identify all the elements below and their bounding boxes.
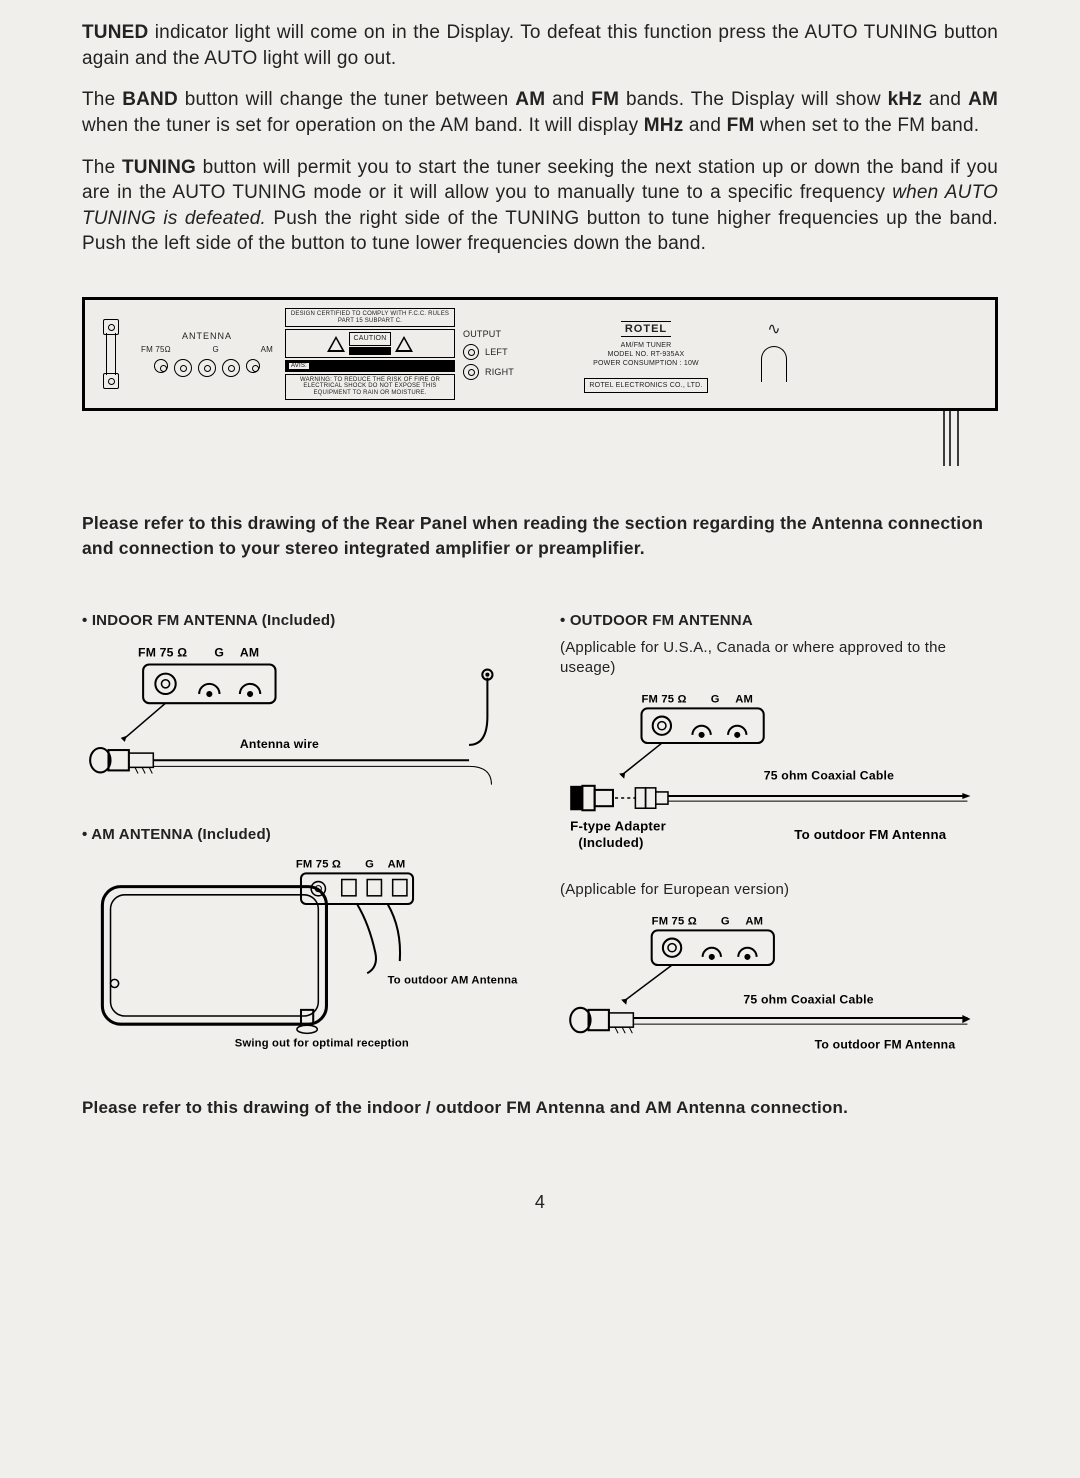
ant-am-label: AM [261, 345, 273, 356]
rotel-line-3: POWER CONSUMPTION : 10W [561, 359, 731, 368]
para1-tuned: TUNED [82, 22, 148, 43]
warning-triangle-icon [327, 336, 345, 352]
p2c: button will change the tuner between [178, 89, 515, 110]
p2n: FM [727, 115, 755, 136]
svg-text:AM: AM [240, 645, 259, 659]
outdoor-fm-usa-diagram: FM 75 Ω G AM 75 ohm Coaxial [560, 686, 998, 859]
cert-text: DESIGN CERTIFIED TO COMPLY WITH F.C.C. R… [285, 308, 455, 327]
rotel-logo: ROTEL [621, 321, 671, 338]
avis-label: AVIS: [289, 363, 309, 369]
output-label: OUTPUT [463, 328, 553, 340]
p2i: and [922, 89, 968, 110]
am-antenna-diagram: FM 75 Ω G AM To outdoor AM Antenna Swing… [82, 851, 520, 1055]
ant-term-icon [246, 359, 260, 373]
indoor-fm-heading: • INDOOR FM ANTENNA (Included) [82, 611, 520, 631]
right-label: RIGHT [485, 366, 514, 378]
svg-text:To outdoor FM Antenna: To outdoor FM Antenna [794, 827, 946, 842]
rotel-company: ROTEL ELECTRONICS CO., LTD. [584, 378, 707, 393]
left-label: LEFT [485, 346, 508, 358]
outdoor-fm-heading: • OUTDOOR FM ANTENNA [560, 611, 998, 631]
outdoor-fm-sub: (Applicable for U.S.A., Canada or where … [560, 638, 998, 679]
p2e: and [545, 89, 591, 110]
antenna-section: ANTENNA FM 75Ω G AM [137, 330, 277, 377]
svg-text:FM 75 Ω: FM 75 Ω [652, 915, 697, 927]
rear-panel-diagram: ANTENNA FM 75Ω G AM DESIGN CERTIFIED TO … [82, 297, 998, 471]
svg-text:FM 75 Ω: FM 75 Ω [296, 859, 341, 871]
outdoor-fm-euro-diagram: FM 75 Ω G AM 75 ohm Coaxial Cable To out… [560, 908, 998, 1061]
output-section: OUTPUT LEFT RIGHT [463, 328, 553, 380]
rear-panel-note: Please refer to this drawing of the Rear… [82, 511, 998, 562]
p2b: BAND [122, 89, 178, 110]
para1-rest: indicator light will come on in the Disp… [82, 22, 998, 69]
p3c: button will permit you to start the tune… [82, 157, 998, 204]
outdoor-fm-euro-sub: (Applicable for European version) [560, 880, 998, 900]
p2j: AM [968, 89, 998, 110]
p2f: FM [591, 89, 619, 110]
avis-box: AVIS: [285, 360, 455, 372]
svg-text:Swing out for optimal receptio: Swing out for optimal reception [235, 1038, 409, 1050]
svg-text:G: G [365, 859, 374, 871]
p2k: when the tuner is set for operation on t… [82, 115, 644, 136]
svg-text:To outdoor AM Antenna: To outdoor AM Antenna [388, 975, 519, 987]
ac-section: ∿ [739, 319, 809, 389]
p2d: AM [515, 89, 545, 110]
p2g: bands. The Display will show [619, 89, 888, 110]
right-diagram-column: • OUTDOOR FM ANTENNA (Applicable for U.S… [560, 611, 998, 1066]
svg-text:G: G [214, 645, 224, 659]
svg-text:AM: AM [388, 859, 406, 871]
warning-text: WARNING: TO REDUCE THE RISK OF FIRE OR E… [285, 374, 455, 400]
am-antenna-heading: • AM ANTENNA (Included) [82, 825, 520, 845]
svg-text:75 ohm Coaxial Cable: 75 ohm Coaxial Cable [764, 769, 894, 783]
rca-jack-icon [463, 344, 479, 360]
p3a: The [82, 157, 122, 178]
para-3: The TUNING button will permit you to sta… [82, 155, 998, 258]
rotel-info-section: ROTEL AM/FM TUNER MODEL NO. RT-935AX POW… [561, 314, 731, 395]
svg-text:G: G [721, 915, 730, 927]
ac-symbol: ∿ [739, 319, 809, 341]
svg-text:FM 75 Ω: FM 75 Ω [138, 645, 187, 659]
svg-text:AM: AM [735, 693, 753, 705]
ant-term-icon [154, 359, 168, 373]
page-number: 4 [82, 1190, 998, 1214]
ant-term-icon [222, 359, 240, 377]
para-1: TUNED indicator light will come on in th… [82, 20, 998, 71]
antenna-label: ANTENNA [137, 330, 277, 342]
left-diagram-column: • INDOOR FM ANTENNA (Included) FM 75 Ω G… [82, 611, 520, 1066]
svg-text:G: G [711, 693, 720, 705]
p2a: The [82, 89, 122, 110]
svg-text:Antenna wire: Antenna wire [240, 737, 319, 751]
svg-text:To outdoor FM Antenna: To outdoor FM Antenna [815, 1037, 956, 1051]
svg-text:(Included): (Included) [578, 835, 643, 850]
caution-label: CAUTION [349, 332, 392, 345]
ant-fm-label: FM 75Ω [141, 345, 171, 356]
svg-text:AM: AM [745, 915, 763, 927]
cord-tails-icon [82, 411, 1012, 471]
p2h: kHz [888, 89, 922, 110]
ant-term-icon [174, 359, 192, 377]
speaker-terminals-icon [93, 319, 129, 389]
svg-text:75 ohm Coaxial Cable: 75 ohm Coaxial Cable [743, 993, 873, 1007]
p2m: and [683, 115, 726, 136]
ant-g-label: G [213, 345, 219, 356]
svg-text:FM 75 Ω: FM 75 Ω [641, 693, 686, 705]
para-2: The BAND button will change the tuner be… [82, 87, 998, 138]
cert-section: DESIGN CERTIFIED TO COMPLY WITH F.C.C. R… [285, 308, 455, 400]
rotel-line-1: AM/FM TUNER [561, 341, 731, 350]
ant-term-icon [198, 359, 216, 377]
svg-text:F-type Adapter: F-type Adapter [570, 819, 666, 834]
p3b: TUNING [122, 157, 196, 178]
p2o: when set to the FM band. [755, 115, 980, 136]
rotel-line-2: MODEL NO. RT-935AX [561, 350, 731, 359]
power-cord-icon [761, 346, 787, 382]
warning-triangle-icon [395, 336, 413, 352]
rca-jack-icon [463, 364, 479, 380]
caution-box: CAUTION [285, 329, 455, 357]
antenna-diagram-note: Please refer to this drawing of the indo… [82, 1097, 998, 1120]
p2l: MHz [644, 115, 684, 136]
indoor-fm-diagram: FM 75 Ω G AM Antenna wire [82, 638, 520, 811]
